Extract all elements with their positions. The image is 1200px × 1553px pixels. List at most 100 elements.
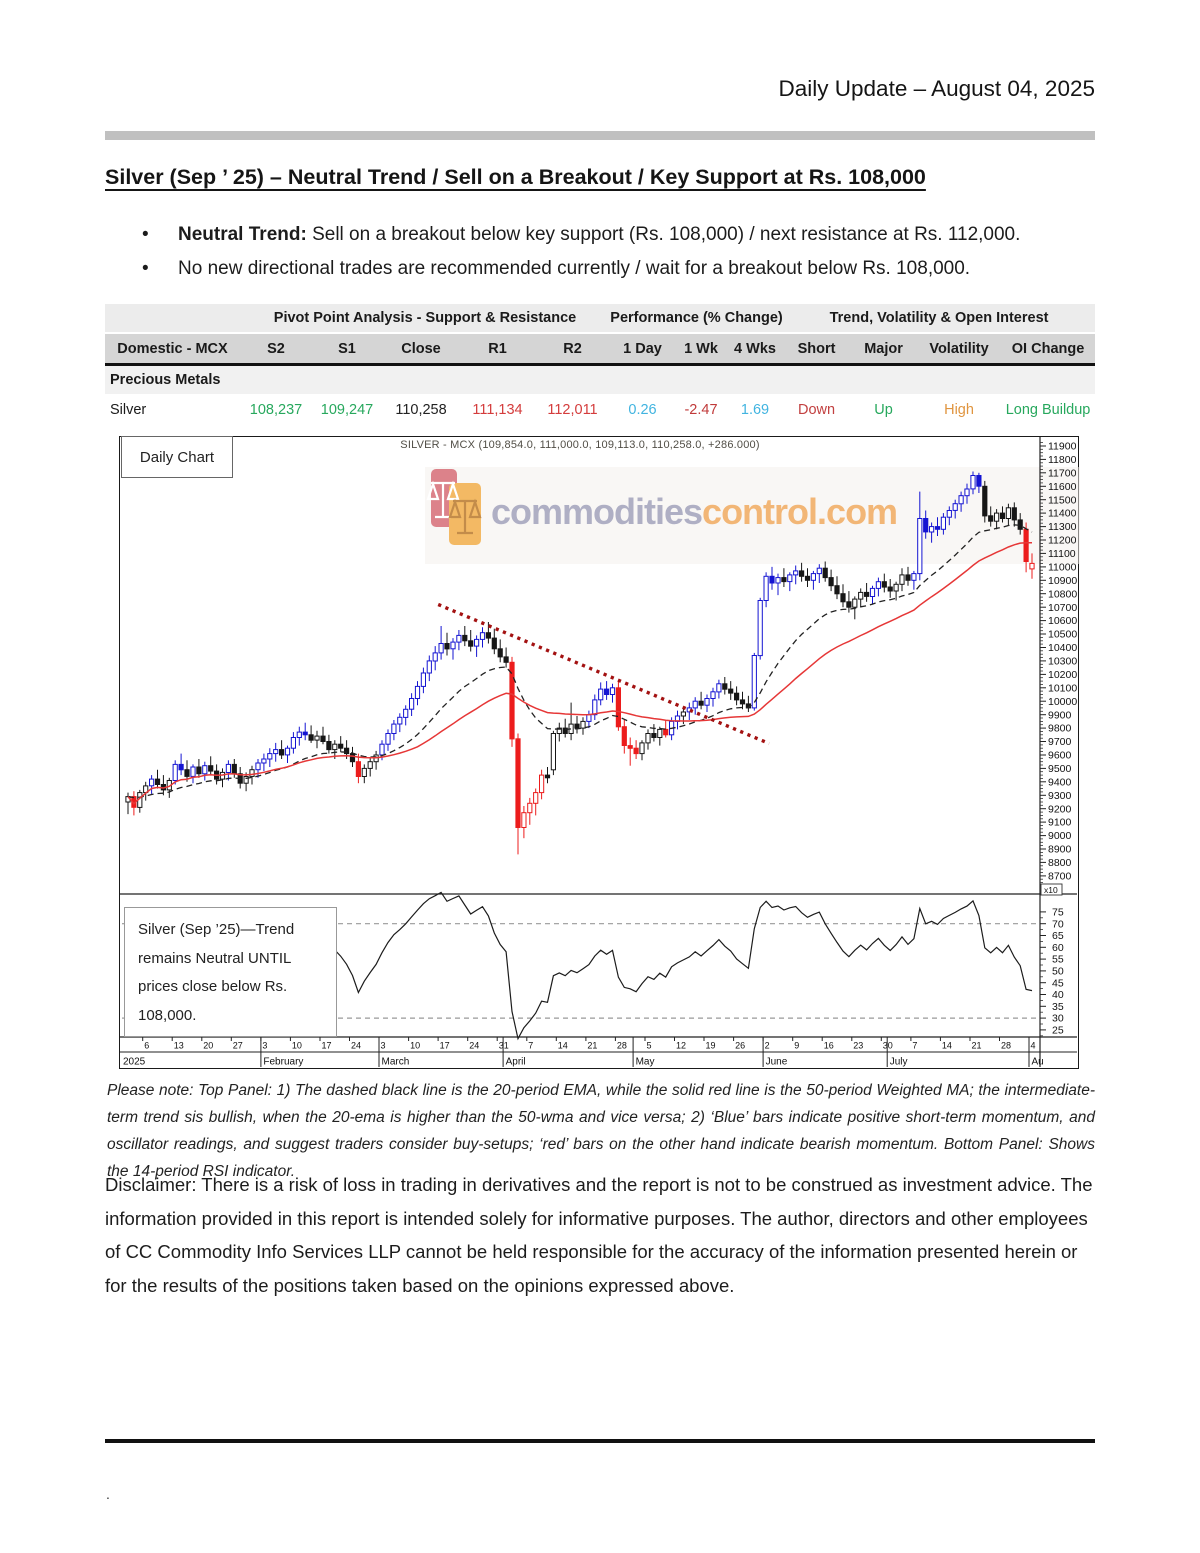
svg-text:February: February — [263, 1057, 303, 1068]
svg-text:75: 75 — [1052, 907, 1064, 919]
svg-text:10300: 10300 — [1048, 656, 1077, 668]
table-row-silver: Silver 108,237 109,247 110,258 111,134 112,01… — [105, 394, 1096, 426]
svg-text:9600: 9600 — [1048, 750, 1072, 762]
col-short: Short — [783, 333, 851, 366]
svg-text:28: 28 — [617, 1041, 627, 1051]
svg-text:9300: 9300 — [1048, 790, 1072, 802]
svg-text:May: May — [636, 1057, 655, 1068]
wma50-line — [127, 541, 1033, 805]
svg-text:11800: 11800 — [1048, 454, 1077, 466]
svg-text:9000: 9000 — [1048, 830, 1072, 842]
table-cell: Silver — [105, 394, 240, 426]
svg-text:10600: 10600 — [1048, 615, 1077, 627]
svg-text:10: 10 — [292, 1041, 302, 1051]
col-1day: 1 Day — [610, 333, 675, 366]
watermark-text-orange: control.com — [702, 491, 898, 532]
svg-text:11300: 11300 — [1048, 521, 1077, 533]
svg-text:10700: 10700 — [1048, 602, 1077, 614]
trendline — [437, 602, 770, 746]
chart-callout-box: Silver (Sep ’25)—Trend remains Neutral U… — [124, 907, 337, 1037]
svg-text:8800: 8800 — [1048, 857, 1072, 869]
table-cell: Down — [783, 394, 851, 426]
section-label: Precious Metals — [105, 364, 1096, 394]
svg-text:35: 35 — [1052, 1001, 1064, 1013]
page-title: Silver (Sep ’ 25) – Neutral Trend / Sell… — [105, 165, 926, 189]
svg-text:23: 23 — [853, 1041, 863, 1051]
svg-text:April: April — [506, 1057, 526, 1068]
table-column-header-row: Domestic - MCX S2 S1 Close R1 R2 1 Day 1… — [105, 333, 1096, 366]
svg-text:June: June — [766, 1057, 788, 1068]
bullet-dot: • — [142, 224, 149, 245]
svg-text:9400: 9400 — [1048, 776, 1072, 788]
col-volatility: Volatility — [917, 333, 1002, 366]
svg-text:14: 14 — [942, 1041, 952, 1051]
col-oi-change: OI Change — [1001, 333, 1096, 366]
svg-text:10800: 10800 — [1048, 588, 1077, 600]
svg-text:10900: 10900 — [1048, 575, 1077, 587]
svg-text:70: 70 — [1052, 918, 1064, 930]
scales-icon — [426, 480, 482, 535]
watermark-text: commoditiescontrol.com — [491, 491, 898, 533]
svg-text:20: 20 — [203, 1041, 213, 1051]
col-domestic-mcx: Domestic - MCX — [105, 333, 240, 366]
svg-text:10: 10 — [410, 1041, 420, 1051]
group-header-empty — [105, 304, 240, 334]
svg-text:26: 26 — [735, 1041, 745, 1051]
svg-text:11100: 11100 — [1048, 548, 1076, 560]
col-r2: R2 — [535, 333, 610, 366]
svg-text:27: 27 — [233, 1041, 243, 1051]
col-major: Major — [850, 333, 918, 366]
svg-text:17: 17 — [322, 1041, 332, 1051]
col-r1: R1 — [460, 333, 535, 366]
svg-text:21: 21 — [587, 1041, 597, 1051]
callout-line: Silver (Sep ’25)—Trend — [138, 921, 295, 938]
pivot-table: Pivot Point Analysis - Support & Resista… — [105, 304, 1096, 426]
svg-text:25: 25 — [1052, 1025, 1064, 1037]
svg-text:x10: x10 — [1044, 885, 1058, 895]
svg-text:10200: 10200 — [1048, 669, 1077, 681]
header-date: Daily Update – August 04, 2025 — [778, 76, 1095, 101]
col-close: Close — [382, 333, 460, 366]
svg-text:11600: 11600 — [1048, 481, 1077, 493]
x-axis: 6 13 20 27 3 10 17 24 3 10 17 24 31 7 14 21 28 5 12 19 26 2 9 1… — [123, 1037, 1044, 1067]
svg-text:65: 65 — [1052, 930, 1064, 942]
svg-text:10000: 10000 — [1048, 696, 1077, 708]
svg-text:9500: 9500 — [1048, 763, 1072, 775]
table-section-row: Precious Metals — [105, 364, 1096, 394]
svg-text:8700: 8700 — [1048, 871, 1072, 883]
col-4wks: 4 Wks — [727, 333, 784, 366]
group-header-pivot: Pivot Point Analysis - Support & Resista… — [240, 304, 610, 334]
chart-title: SILVER - MCX (109,854.0, 111,000.0, 109,… — [400, 439, 760, 451]
callout-line: 108,000. — [138, 1006, 197, 1024]
footer-divider — [105, 1439, 1095, 1443]
svg-text:5: 5 — [647, 1041, 652, 1051]
table-cell: 112,011 — [535, 394, 610, 426]
table-cell: 108,237 — [240, 394, 312, 426]
table-cell: 111,134 — [460, 394, 535, 426]
svg-text:11400: 11400 — [1048, 508, 1077, 520]
svg-text:21: 21 — [972, 1041, 982, 1051]
svg-text:55: 55 — [1052, 954, 1064, 966]
svg-text:16: 16 — [824, 1041, 834, 1051]
col-s2: S2 — [240, 333, 312, 366]
svg-text:50: 50 — [1052, 966, 1064, 978]
svg-text:30: 30 — [1052, 1013, 1064, 1025]
table-cell: 1.69 — [727, 394, 784, 426]
bullet-dot: • — [142, 258, 149, 279]
svg-text:12: 12 — [676, 1041, 686, 1051]
table-cell: 110,258 — [382, 394, 460, 426]
bullet-item: • Neutral Trend: Sell on a breakout below… — [140, 218, 1090, 252]
svg-text:28: 28 — [1001, 1041, 1011, 1051]
svg-text:9900: 9900 — [1048, 709, 1072, 721]
svg-text:14: 14 — [558, 1041, 568, 1051]
svg-text:40: 40 — [1052, 989, 1064, 1001]
svg-text:11900: 11900 — [1048, 441, 1077, 453]
watermark-text-gray: commodities — [491, 491, 703, 532]
chart-note: Please note: Top Panel: 1) The dashed bl… — [107, 1082, 1095, 1180]
svg-text:2025: 2025 — [123, 1057, 146, 1068]
svg-text:10500: 10500 — [1048, 629, 1077, 641]
svg-text:7: 7 — [528, 1041, 533, 1051]
svg-text:9200: 9200 — [1048, 803, 1072, 815]
chart-label-box: Daily Chart — [121, 436, 233, 478]
bullet-text: No new directional trades are recommende… — [178, 258, 971, 279]
